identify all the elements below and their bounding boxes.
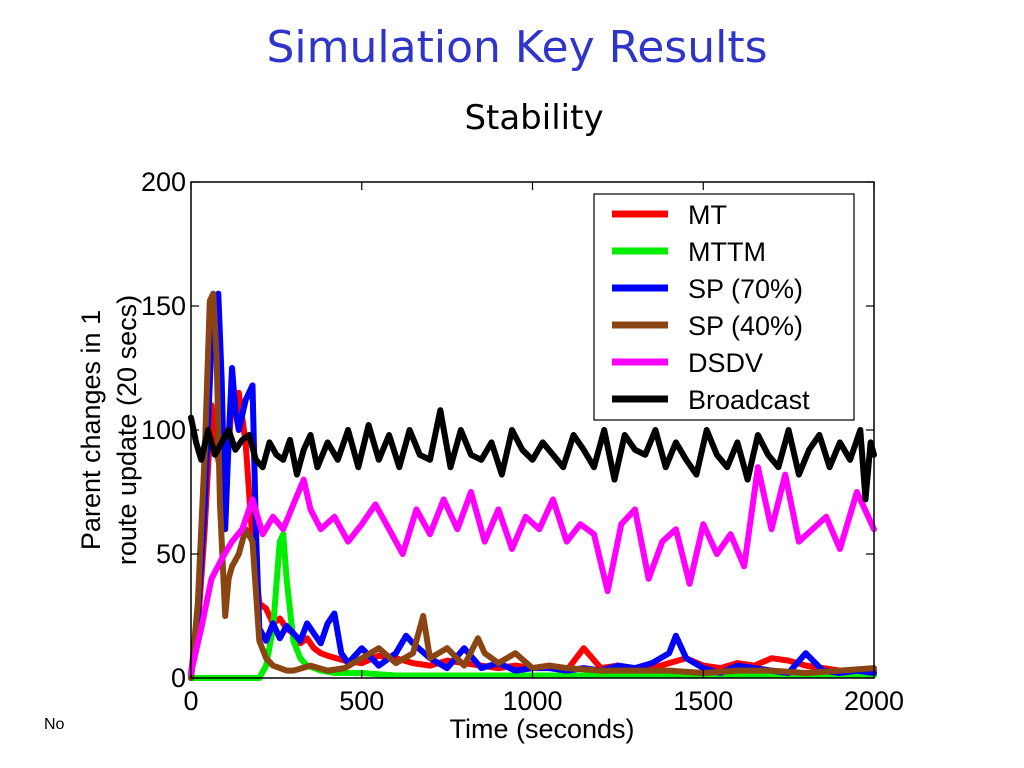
y-tick-label: 0	[171, 663, 186, 693]
y-tick-label: 100	[141, 415, 186, 445]
footer-text: No	[44, 716, 65, 733]
x-tick-label: 500	[339, 686, 384, 716]
legend-label-dsdv: DSDV	[688, 348, 763, 378]
legend: MT MTTM SP (70%) SP (40%) DSDV Broadcast	[593, 193, 855, 421]
legend-label-mttm: MTTM	[688, 237, 766, 267]
slide-title: Simulation Key Results	[266, 22, 768, 73]
x-tick-label: 1000	[502, 686, 562, 716]
series-line-sp-40	[188, 290, 877, 681]
legend-label-broadcast: Broadcast	[688, 385, 810, 415]
x-tick-label: 0	[183, 686, 198, 716]
series-layer	[188, 290, 877, 681]
legend-label-mt: MT	[688, 200, 727, 230]
x-tick-label: 1500	[673, 686, 733, 716]
legend-box	[593, 193, 855, 421]
y-tick-label: 50	[156, 539, 186, 569]
series-line-broadcast	[188, 407, 877, 503]
x-axis-label: Time (seconds)	[449, 714, 634, 744]
legend-label-sp-70: SP (70%)	[688, 274, 803, 304]
x-tick-label: 2000	[844, 686, 904, 716]
legend-label-sp-40: SP (40%)	[688, 311, 803, 341]
y-axis-label-line-2: route update (20 secs)	[112, 295, 142, 565]
chart-subtitle: Stability	[464, 98, 604, 138]
axis-ticks: 0 500 1000 1500 2000 0 50 100 150 200	[141, 167, 904, 716]
y-tick-label: 150	[141, 291, 186, 321]
series-line-dsdv	[188, 464, 877, 676]
y-tick-label: 200	[141, 167, 186, 197]
y-axis-label-line-1: Parent changes in 1	[76, 310, 106, 550]
